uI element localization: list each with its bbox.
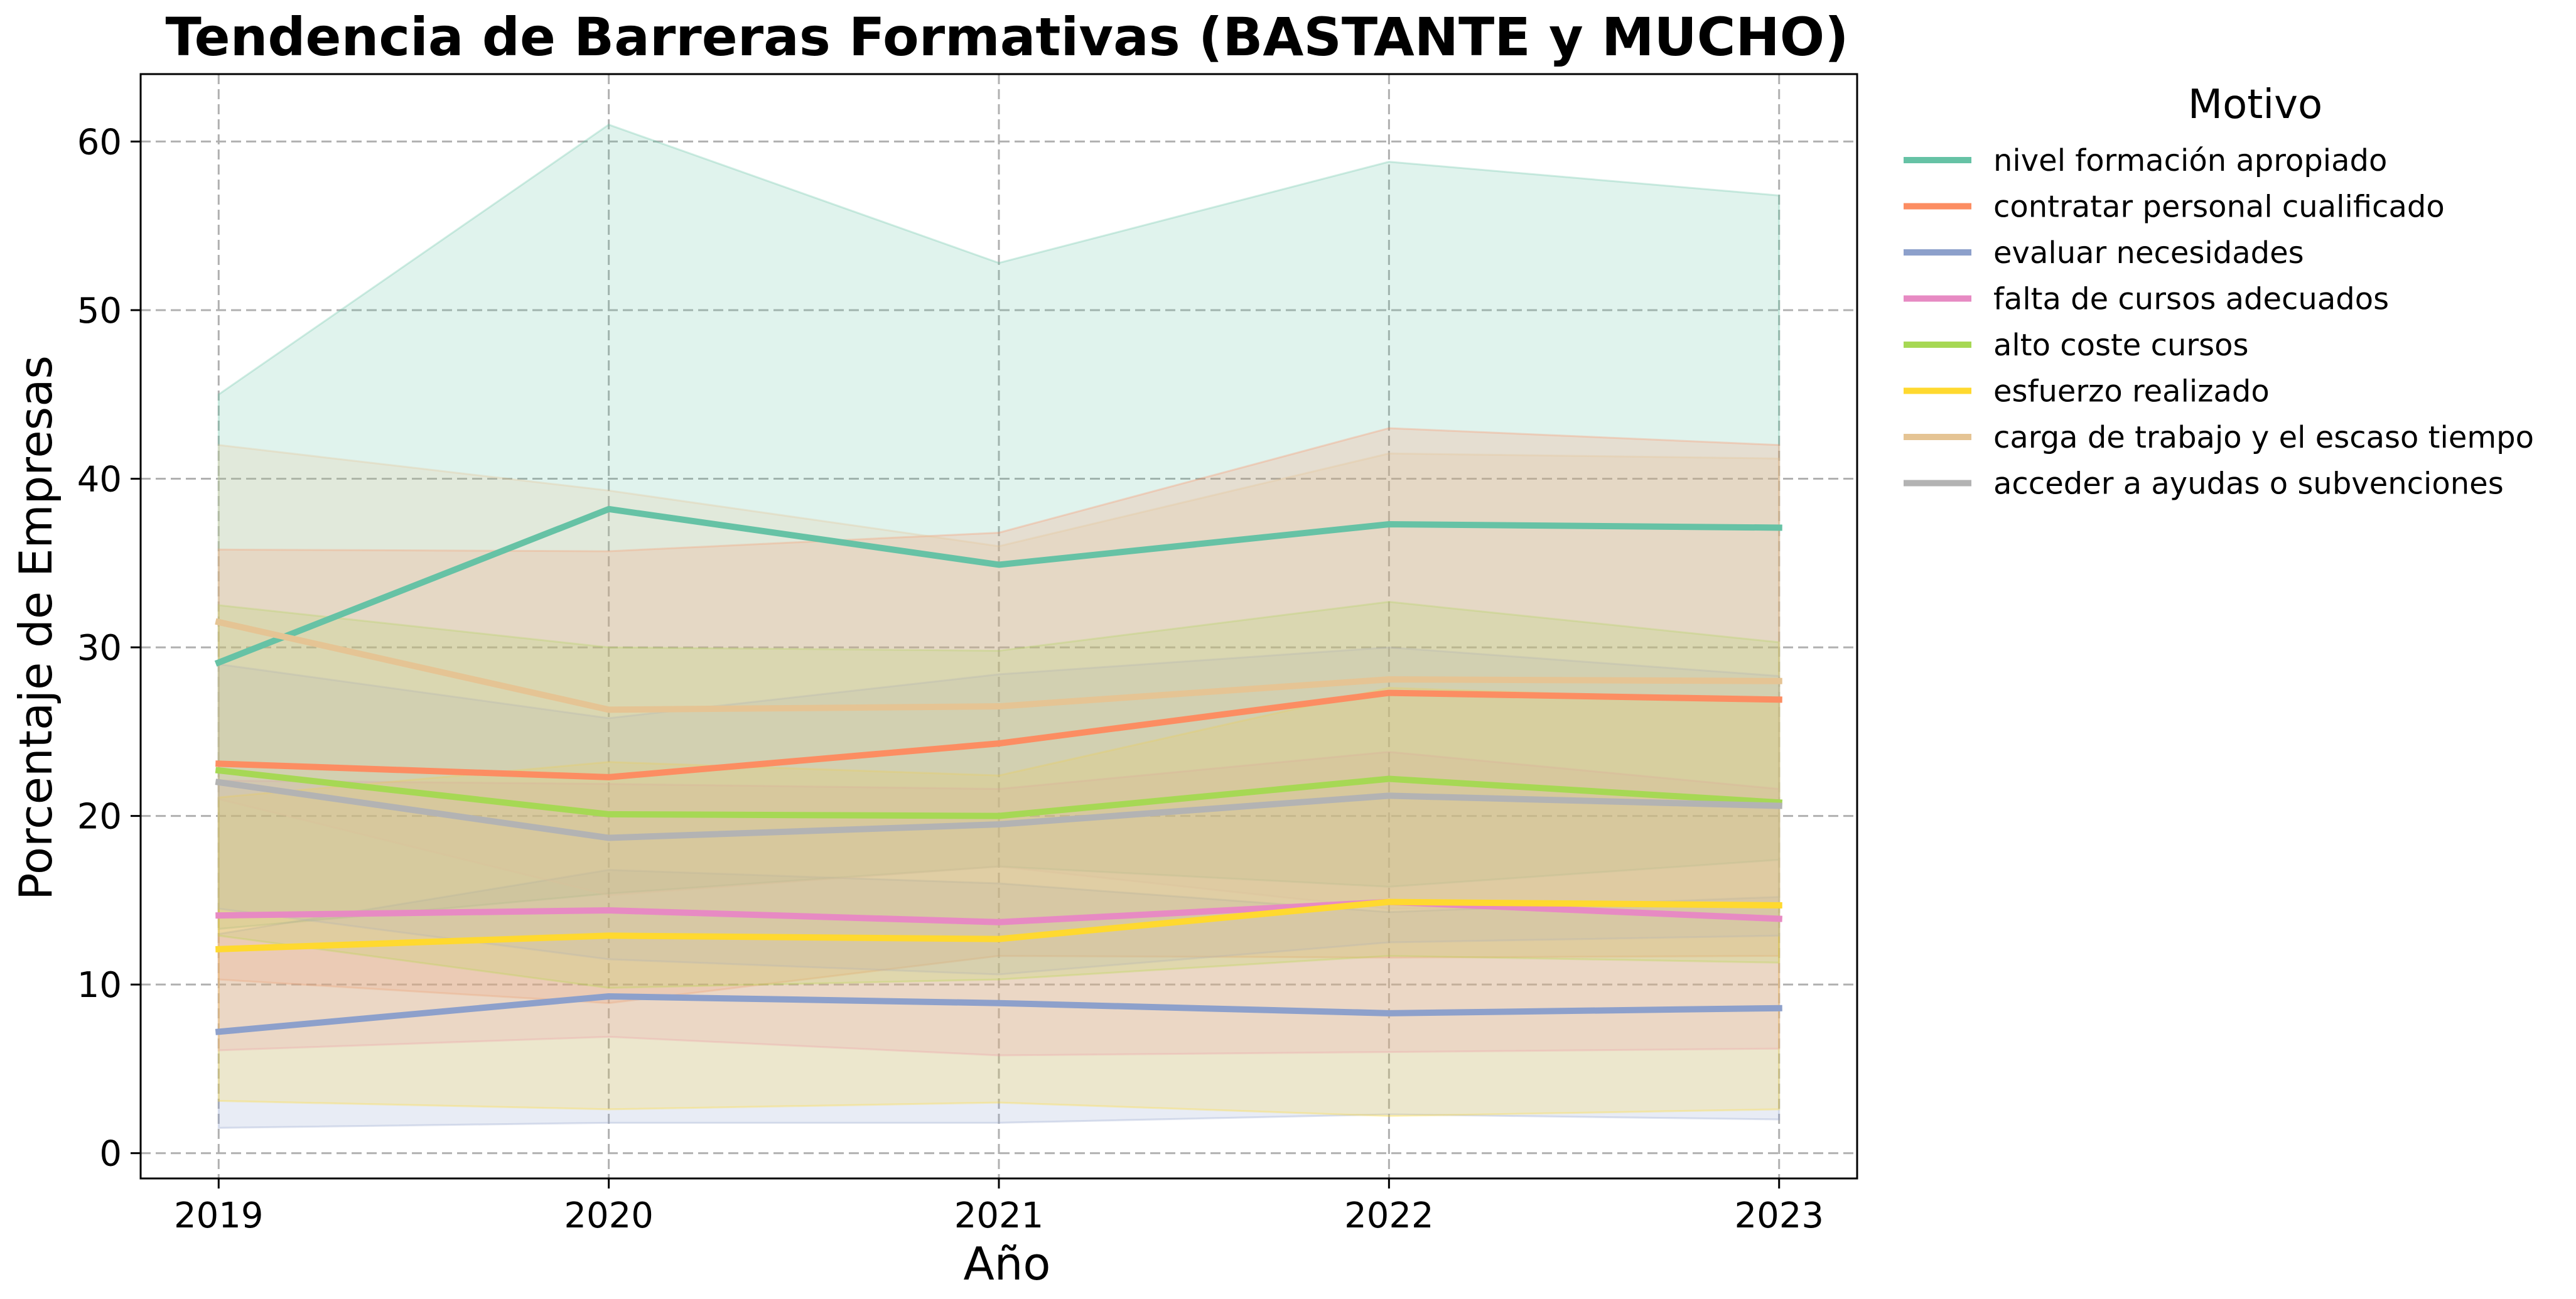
confidence-bands: [217, 123, 1781, 1129]
line-falta-de-cursos-adecuados: [215, 898, 1782, 925]
legend-item: carga de trabajo y el escaso tiempo: [1904, 420, 2534, 455]
legend-label: esfuerzo realizado: [1993, 374, 2270, 409]
legend-item: acceder a ayudas o subvenciones: [1904, 466, 2504, 502]
line-nivel-formación-apropiado: [214, 505, 1782, 667]
line-evaluar-necesidades: [215, 993, 1782, 1035]
legend-item: evaluar necesidades: [1904, 235, 2304, 271]
band-contratar-personal-cualificado: [217, 427, 1781, 1005]
legend-label: carga de trabajo y el escaso tiempo: [1993, 420, 2534, 455]
legend-label: evaluar necesidades: [1993, 235, 2304, 271]
legend-item: nivel formación apropiado: [1904, 143, 2387, 178]
line-esfuerzo-realizado: [215, 898, 1782, 952]
x-tick-label: 2022: [1344, 1195, 1434, 1236]
x-tick-label: 2019: [174, 1195, 264, 1236]
y-tick-label: 50: [77, 291, 122, 331]
grid: [141, 74, 1857, 1178]
legend-item: contratar personal cualificado: [1904, 190, 2445, 225]
legend-label: falta de cursos adecuados: [1993, 282, 2389, 317]
y-tick-label: 10: [77, 965, 122, 1006]
band-alto-coste-cursos: [217, 601, 1781, 989]
band-falta-de-cursos-adecuados: [217, 751, 1781, 1057]
line-acceder-a-ayudas-o-subvenciones: [215, 779, 1782, 841]
legend-label: contratar personal cualificado: [1993, 190, 2445, 225]
x-tick-label: 2021: [954, 1195, 1044, 1236]
legend-item: falta de cursos adecuados: [1904, 282, 2389, 317]
line-carga-de-trabajo-y-el-escaso-tiempo: [215, 618, 1782, 713]
legend-label: nivel formación apropiado: [1993, 143, 2387, 178]
x-axis-label: Año: [964, 1237, 1051, 1290]
x-tick-label: 2023: [1734, 1195, 1824, 1236]
y-tick-label: 40: [77, 460, 122, 500]
y-axis-label: Porcentaje de Empresas: [9, 355, 62, 900]
legend-label: alto coste cursos: [1993, 328, 2249, 363]
series-lines: [214, 505, 1783, 1035]
y-tick-label: 30: [77, 628, 122, 669]
legend-item: alto coste cursos: [1904, 328, 2249, 363]
line-alto-coste-cursos: [215, 767, 1783, 819]
line-contratar-personal-cualificado: [215, 689, 1782, 780]
legend-label: acceder a ayudas o subvenciones: [1993, 466, 2504, 502]
x-tick-label: 2020: [564, 1195, 654, 1236]
axis-ticks: 2019 2020 2021 2022 2023 0 10 20 30 40 50 60: [77, 122, 1824, 1236]
y-tick-label: 20: [77, 797, 122, 838]
legend-title: Motivo: [2188, 82, 2322, 128]
legend-item: esfuerzo realizado: [1904, 374, 2270, 409]
chart-title: Tendencia de Barreras Formativas (BASTAN…: [166, 6, 1849, 68]
y-tick-label: 60: [77, 122, 122, 163]
legend: Motivo nivel formación apropiado contrata…: [1904, 82, 2534, 502]
y-tick-label: 0: [99, 1134, 122, 1175]
band-nivel-formación-apropiado: [217, 123, 1781, 930]
